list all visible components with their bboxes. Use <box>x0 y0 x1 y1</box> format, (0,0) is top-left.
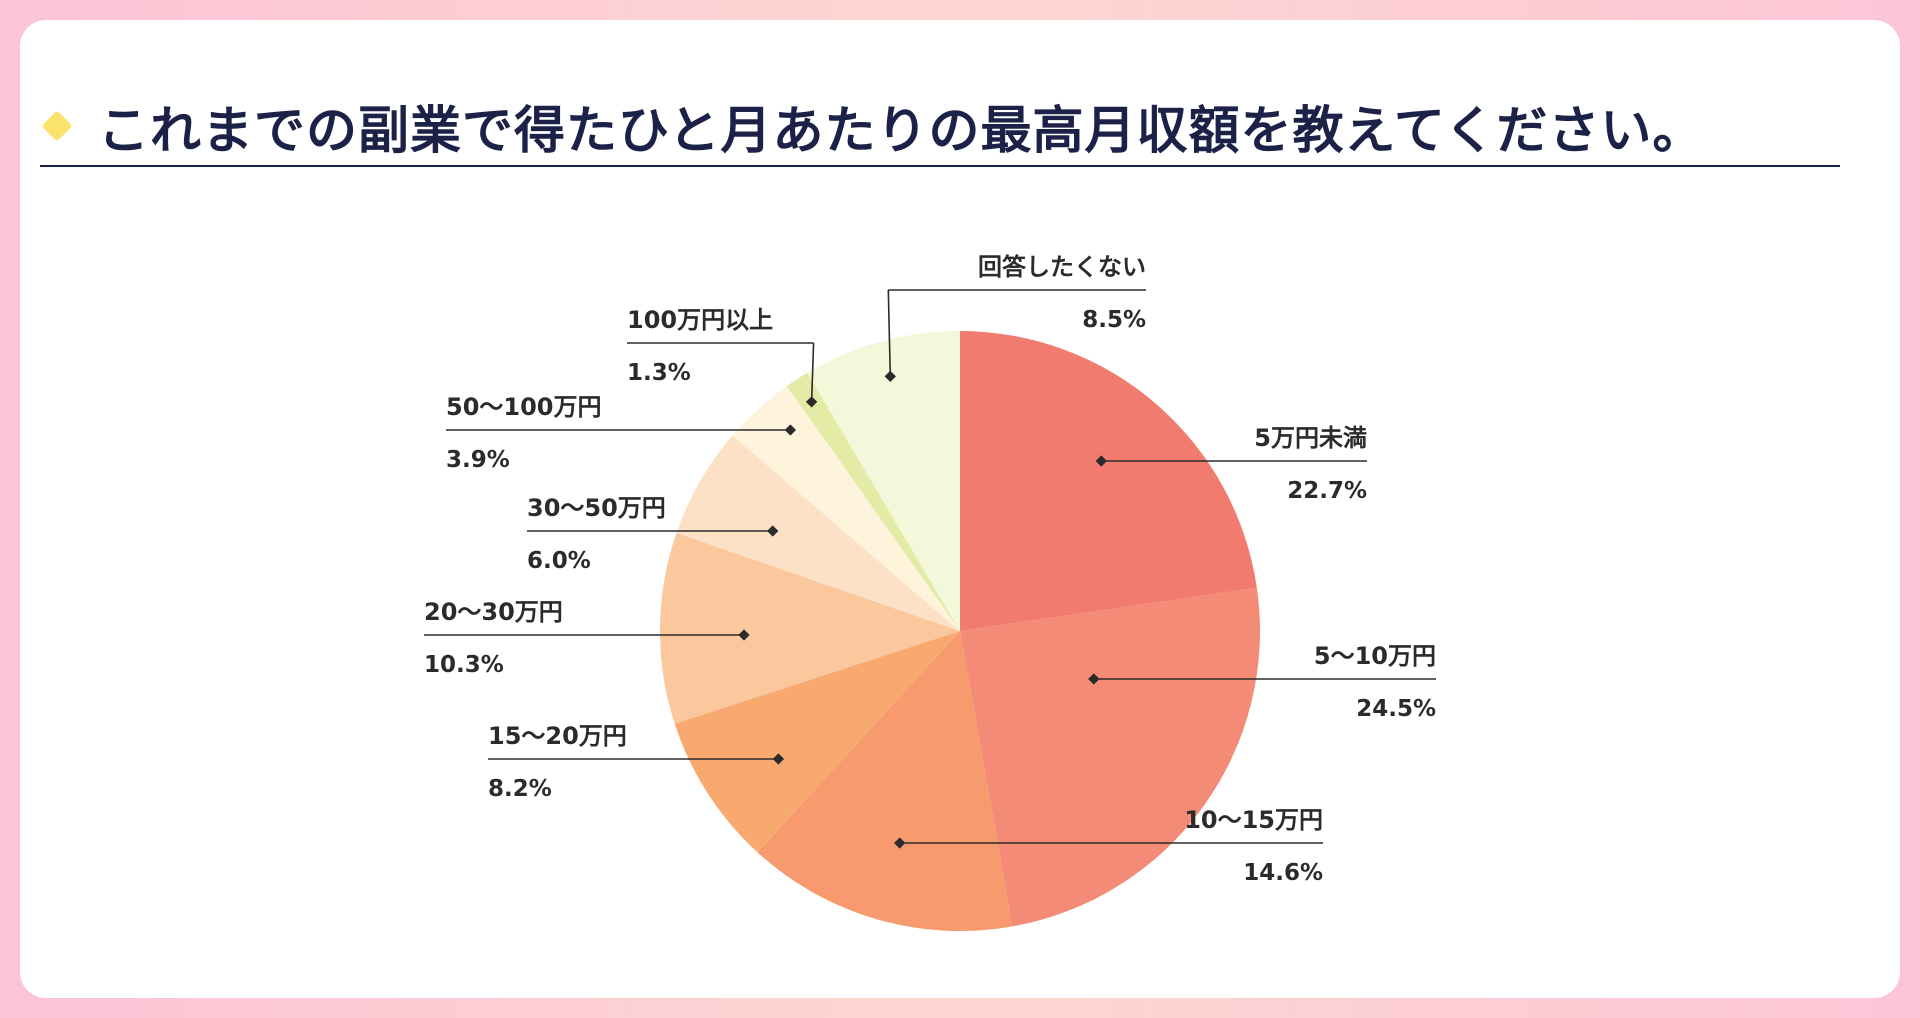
pie-slices <box>659 331 1260 932</box>
leader-dot-icon <box>772 753 785 765</box>
slice-value-label: 3.9% <box>446 447 510 473</box>
slice-label-group: 10〜15万円 14.6% <box>894 806 1323 886</box>
leader-dot-icon <box>884 370 896 383</box>
slice-label-group: 50〜100万円 3.9% <box>446 393 797 473</box>
slice-value-label: 10.3% <box>424 652 504 678</box>
slice-value-label: 24.5% <box>1356 696 1436 722</box>
pie-slice <box>807 331 960 631</box>
leader-line <box>810 342 815 402</box>
leader-dot-icon <box>767 525 779 537</box>
leader-dot-icon <box>894 837 906 849</box>
slice-category-label: 20〜30万円 <box>424 598 563 626</box>
pie-labels: 5万円未満 22.7% 5〜10万円 24.5% 10〜15万円 14.6% 15〜20万円… <box>424 253 1436 886</box>
slice-label-group: 15〜20万円 8.2% <box>488 722 785 802</box>
leader-dot-icon <box>1088 673 1100 685</box>
slice-category-label: 15〜20万円 <box>488 722 627 750</box>
leader-dot-icon <box>738 629 750 641</box>
pie-slice <box>676 435 960 631</box>
leader-dot-icon <box>784 424 797 436</box>
pie-slice <box>659 532 960 724</box>
pie-slice <box>732 386 960 631</box>
slice-category-label: 100万円以上 <box>627 306 773 334</box>
slice-category-label: 回答したくない <box>978 253 1146 281</box>
pie-slice <box>786 372 960 631</box>
pie-slice <box>960 331 1257 631</box>
pie-slice <box>960 587 1260 927</box>
slice-value-label: 1.3% <box>627 360 691 386</box>
leader-line <box>887 289 892 377</box>
slice-label-group: 20〜30万円 10.3% <box>424 598 750 678</box>
slice-label-group: 100万円以上 1.3% <box>627 306 818 408</box>
title-divider <box>40 165 1840 167</box>
slice-value-label: 6.0% <box>527 548 591 574</box>
title-row: これまでの副業で得たひと月あたりの最高月収額を教えてください。 <box>40 78 1704 174</box>
slice-value-label: 14.6% <box>1243 860 1323 886</box>
leader-dot-icon <box>805 396 818 408</box>
pie-slice <box>757 631 1013 932</box>
leader-dot-icon <box>1095 455 1107 467</box>
slice-category-label: 10〜15万円 <box>1184 806 1323 834</box>
slice-value-label: 8.2% <box>488 776 552 802</box>
slice-category-label: 5万円未満 <box>1254 424 1367 452</box>
slice-value-label: 8.5% <box>1082 307 1146 333</box>
chart-title: これまでの副業で得たひと月あたりの最高月収額を教えてください。 <box>98 102 1705 161</box>
slice-category-label: 30〜50万円 <box>527 494 666 522</box>
slice-label-group: 回答したくない 8.5% <box>884 253 1146 383</box>
slice-label-group: 5万円未満 22.7% <box>1095 424 1367 504</box>
slice-label-group: 30〜50万円 6.0% <box>527 494 779 574</box>
pie-slice <box>674 631 960 853</box>
slice-value-label: 22.7% <box>1287 478 1367 504</box>
slice-category-label: 50〜100万円 <box>446 393 602 421</box>
slice-category-label: 5〜10万円 <box>1314 642 1436 670</box>
slice-label-group: 5〜10万円 24.5% <box>1088 642 1436 722</box>
